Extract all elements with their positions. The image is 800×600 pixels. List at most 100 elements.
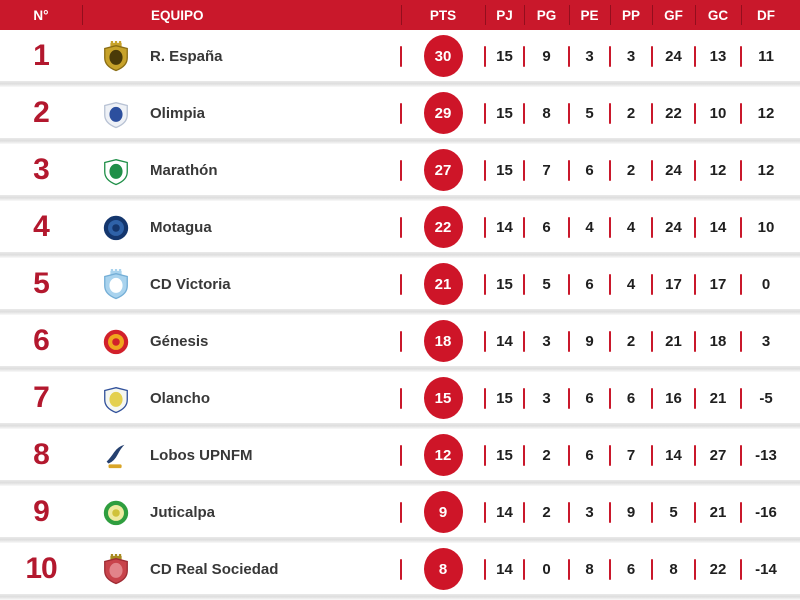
stat-df: 3 bbox=[761, 332, 771, 350]
stat-separator bbox=[651, 159, 653, 181]
stat-separator bbox=[523, 159, 525, 181]
table-row: 2 Olimpia 29 15 8 5 2 22 10 bbox=[0, 87, 800, 144]
header-divider bbox=[82, 5, 83, 25]
stat-separator bbox=[740, 102, 742, 124]
stat-pg: 7 bbox=[542, 161, 551, 179]
stat-pj: 15 bbox=[496, 104, 513, 122]
stat-separator bbox=[484, 330, 486, 352]
stat-separator bbox=[484, 444, 486, 466]
stat-separator bbox=[694, 330, 696, 352]
rank-number: 8 bbox=[33, 438, 50, 471]
stat-pp: 7 bbox=[626, 446, 636, 464]
stat-separator bbox=[740, 558, 742, 580]
stat-separator bbox=[568, 501, 570, 523]
stat-pj: 15 bbox=[496, 161, 513, 179]
stat-separator bbox=[609, 273, 611, 295]
team-name: Lobos UPNFM bbox=[150, 446, 253, 464]
stat-separator bbox=[400, 45, 402, 67]
stat-pe: 3 bbox=[585, 503, 594, 521]
stat-separator bbox=[568, 330, 570, 352]
rank-number: 7 bbox=[33, 381, 50, 414]
table-row: 7 Olancho 15 15 3 6 6 16 21 bbox=[0, 372, 800, 429]
stat-separator bbox=[609, 159, 611, 181]
stat-gc: 17 bbox=[709, 275, 727, 293]
rank-number: 2 bbox=[33, 96, 50, 129]
stat-pe: 6 bbox=[585, 161, 594, 179]
team-name: CD Real Sociedad bbox=[150, 560, 279, 578]
stat-df: -14 bbox=[755, 560, 777, 578]
table-row: 9 Juticalpa 9 14 2 3 9 5 21 bbox=[0, 486, 800, 543]
stat-separator bbox=[484, 216, 486, 238]
team-logo-icon bbox=[82, 97, 150, 129]
stat-pp: 3 bbox=[626, 47, 636, 65]
stat-separator bbox=[694, 216, 696, 238]
stat-pp: 2 bbox=[626, 332, 636, 350]
points-badge: 27 bbox=[423, 149, 463, 191]
stat-pj: 15 bbox=[496, 446, 513, 464]
team-name: Olancho bbox=[150, 389, 211, 407]
table-row: 1 R. España 30 15 9 3 3 24 13 bbox=[0, 30, 800, 87]
stat-df: -16 bbox=[755, 503, 777, 521]
rank-number: 6 bbox=[33, 324, 50, 357]
stat-pj: 15 bbox=[496, 275, 513, 293]
rank-number: 4 bbox=[33, 210, 50, 243]
stat-separator bbox=[523, 387, 525, 409]
row-stats: 29 15 8 5 2 22 10 12 bbox=[400, 87, 800, 139]
stat-pj: 14 bbox=[496, 332, 513, 350]
stat-separator bbox=[484, 45, 486, 67]
team-logo-icon bbox=[82, 439, 150, 471]
stat-gc: 18 bbox=[709, 332, 727, 350]
stat-df: -13 bbox=[755, 446, 777, 464]
rank-number: 9 bbox=[33, 495, 50, 528]
stat-separator bbox=[484, 387, 486, 409]
stat-separator bbox=[651, 102, 653, 124]
stat-pj: 14 bbox=[496, 503, 513, 521]
stat-separator bbox=[651, 273, 653, 295]
team-logo-icon bbox=[82, 325, 150, 357]
team-name: R. España bbox=[150, 47, 223, 65]
header-pg-label: PG bbox=[536, 7, 557, 23]
stat-separator bbox=[400, 159, 402, 181]
row-stats: 27 15 7 6 2 24 12 12 bbox=[400, 144, 800, 196]
table-row: 5 CD Victoria 21 15 5 6 4 17 17 bbox=[0, 258, 800, 315]
stat-separator bbox=[400, 444, 402, 466]
stat-pe: 6 bbox=[585, 446, 594, 464]
stat-gc: 22 bbox=[709, 560, 727, 578]
stat-separator bbox=[609, 216, 611, 238]
stat-gc: 21 bbox=[709, 389, 727, 407]
stat-pg: 3 bbox=[542, 389, 551, 407]
stat-separator bbox=[523, 273, 525, 295]
stat-pg: 3 bbox=[542, 332, 551, 350]
stat-pg: 8 bbox=[542, 104, 551, 122]
stat-gc: 14 bbox=[709, 218, 727, 236]
row-stats: 12 15 2 6 7 14 27 -13 bbox=[400, 429, 800, 481]
stat-separator bbox=[568, 558, 570, 580]
stat-pg: 9 bbox=[542, 47, 551, 65]
points-badge: 9 bbox=[423, 491, 463, 533]
stat-df: 12 bbox=[757, 104, 775, 122]
stat-pp: 4 bbox=[626, 218, 636, 236]
stat-separator bbox=[609, 387, 611, 409]
rank-number: 1 bbox=[33, 39, 50, 72]
stat-gf: 24 bbox=[665, 161, 682, 179]
rank-number: 10 bbox=[25, 552, 57, 585]
stat-gf: 8 bbox=[669, 560, 678, 578]
stat-separator bbox=[484, 273, 486, 295]
stat-gc: 10 bbox=[709, 104, 727, 122]
stat-pg: 0 bbox=[542, 560, 551, 578]
stat-gc: 13 bbox=[709, 47, 727, 65]
stat-separator bbox=[609, 444, 611, 466]
stat-separator bbox=[740, 501, 742, 523]
stat-separator bbox=[484, 102, 486, 124]
stat-separator bbox=[740, 216, 742, 238]
stat-gf: 5 bbox=[669, 503, 678, 521]
header-rank-label: N° bbox=[33, 7, 49, 23]
stat-gf: 17 bbox=[665, 275, 682, 293]
stat-separator bbox=[400, 102, 402, 124]
team-logo-icon bbox=[82, 382, 150, 414]
stat-separator bbox=[694, 501, 696, 523]
stat-separator bbox=[484, 159, 486, 181]
header-gc-label: GC bbox=[707, 7, 729, 23]
stat-pe: 4 bbox=[585, 218, 594, 236]
stat-gc: 27 bbox=[709, 446, 727, 464]
